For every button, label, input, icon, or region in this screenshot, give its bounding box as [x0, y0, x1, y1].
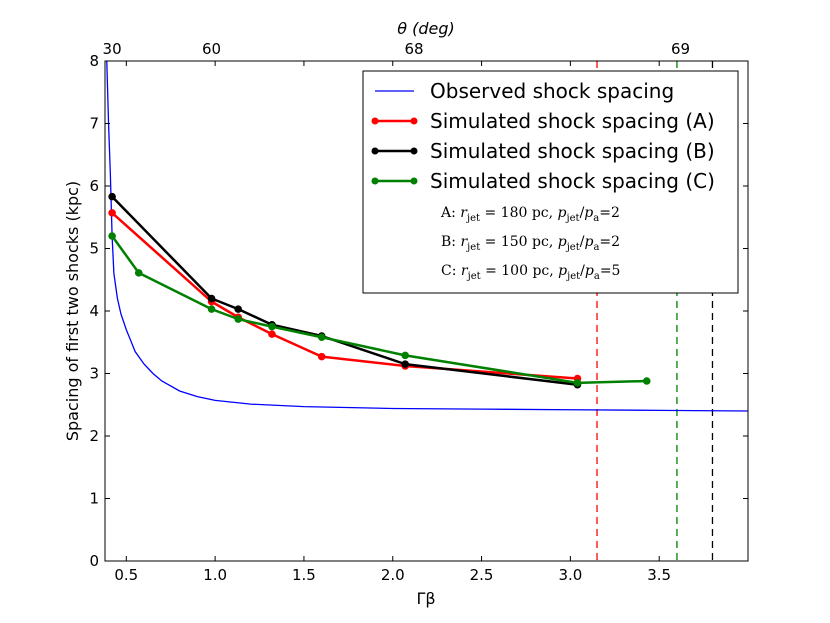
y-tick-label-2: 2 — [89, 427, 99, 445]
x-tick-label-2: 1.5 — [292, 566, 316, 584]
legend-label-a: Simulated shock spacing (A) — [430, 109, 715, 133]
legend-box — [362, 70, 739, 294]
legend-note-a: A: rjet = 180 pc, pjet/pa=2 — [440, 205, 620, 224]
x-tick-label-0: 0.5 — [114, 566, 138, 584]
legend-note-b: B: rjet = 150 pc, pjet/pa=2 — [441, 234, 620, 253]
y-tick-label-8: 8 — [89, 52, 99, 70]
legend-marker-b — [371, 147, 379, 155]
y-tick-label-6: 6 — [89, 177, 99, 195]
legend-marker-a — [371, 117, 379, 125]
legend-label-b: Simulated shock spacing (B) — [430, 139, 715, 163]
legend-marker-c-end — [410, 177, 418, 185]
x-tick-label-5: 3.0 — [558, 566, 582, 584]
data-point-a-4 — [317, 352, 326, 361]
data-point-c-8 — [642, 377, 651, 385]
legend: Observed shock spacing Simulated shock s… — [362, 70, 739, 294]
legend-note-c: C: rjet = 100 pc, pjet/pa=5 — [441, 263, 620, 282]
legend-marker-b-end — [410, 147, 418, 155]
data-point-c-6 — [401, 351, 409, 360]
y-tick-label-5: 5 — [89, 240, 99, 258]
top-tick-label-3: 69 — [671, 40, 690, 58]
data-point-c-1 — [134, 269, 143, 277]
x-axis-label: Γβ — [416, 589, 435, 608]
legend-label-c: Simulated shock spacing (C) — [430, 169, 715, 193]
data-point-c-5 — [317, 333, 326, 342]
series-line-observed — [106, 60, 749, 412]
legend-marker-a-end — [410, 117, 418, 125]
top-tick-label-1: 60 — [202, 40, 221, 58]
x-tick-label-1: 1.0 — [203, 566, 227, 584]
legend-marker-c — [371, 177, 379, 185]
y-tick-label-3: 3 — [89, 365, 99, 383]
data-point-b-2 — [234, 305, 243, 313]
data-point-b-5 — [401, 360, 409, 368]
top-tick-label-0: 30 — [103, 40, 122, 58]
data-point-c-0 — [108, 232, 116, 240]
legend-label-observed: Observed shock spacing — [430, 79, 674, 103]
x-tick-label-3: 2.0 — [381, 566, 405, 584]
y-tick-label-1: 1 — [89, 490, 99, 508]
y-tick-label-4: 4 — [89, 302, 99, 320]
data-point-c-7 — [573, 379, 582, 387]
y-tick-label-7: 7 — [89, 115, 99, 133]
data-point-a-3 — [268, 330, 276, 338]
top-axis-label: θ (deg) — [397, 19, 455, 38]
data-point-b-1 — [207, 294, 216, 303]
x-tick-label-6: 3.5 — [647, 566, 671, 584]
y-axis-label: Spacing of first two shocks (kpc) — [63, 181, 82, 441]
x-tick-label-4: 2.5 — [470, 566, 494, 584]
data-point-c-2 — [207, 305, 216, 313]
data-point-a-0 — [108, 209, 116, 217]
data-point-b-0 — [108, 192, 116, 201]
data-point-c-4 — [268, 322, 276, 331]
y-tick-label-0: 0 — [89, 552, 99, 570]
data-point-c-3 — [234, 315, 243, 323]
top-tick-label-2: 68 — [405, 40, 424, 58]
